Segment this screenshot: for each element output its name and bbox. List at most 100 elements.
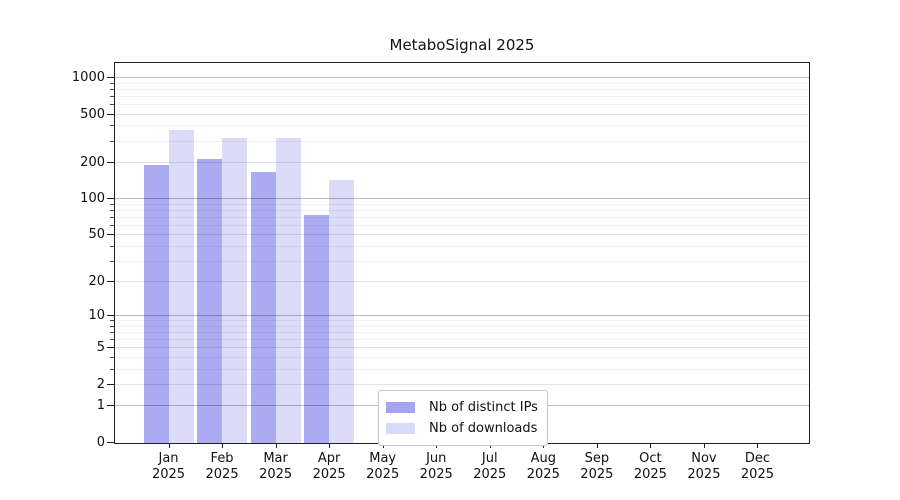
x-tick-mark <box>222 443 224 448</box>
legend-label: Nb of distinct IPs <box>429 400 538 415</box>
gridline-minor <box>115 82 809 84</box>
y-tick-label: 50 <box>88 227 105 243</box>
gridline-minor <box>115 332 809 334</box>
gridline <box>115 198 809 200</box>
gridline-minor <box>115 325 809 327</box>
x-tick-mark <box>275 443 277 448</box>
y-tick-label: 10 <box>88 308 105 324</box>
y-minor-tick-mark <box>110 203 114 205</box>
gridline <box>115 77 809 78</box>
y-tick-mark <box>107 161 114 163</box>
x-tick-label: Mar 2025 <box>259 451 293 482</box>
y-tick-label: 2 <box>96 376 105 392</box>
y-tick-label: 500 <box>80 106 105 122</box>
bar-downloads <box>168 130 194 443</box>
gridline-minor <box>115 103 809 105</box>
y-tick-label: 0 <box>96 435 105 450</box>
y-minor-tick-mark <box>110 103 114 105</box>
chart-title: MetaboSignal 2025 <box>389 36 535 54</box>
x-tick-label: Jul 2025 <box>473 451 507 482</box>
plot-area: 0 1 2 5 10 20 50 100 200 500 1000 Jan 2025 Feb 2025 Mar… <box>72 62 810 482</box>
gridline-minor <box>115 356 809 358</box>
gridline-minor <box>115 140 809 142</box>
y-minor-tick-mark <box>110 245 114 247</box>
x-tick-mark <box>168 443 170 448</box>
legend-label: Nb of downloads <box>429 421 538 436</box>
legend-row: Nb of distinct IPs <box>386 397 538 418</box>
gridline <box>115 234 809 236</box>
y-minor-tick-mark <box>110 356 114 358</box>
x-tick-label: Jun 2025 <box>419 451 453 482</box>
legend-swatch <box>386 423 415 434</box>
bar-ips <box>250 172 276 443</box>
x-tick-label: Jan 2025 <box>151 451 186 482</box>
y-minor-tick-mark <box>110 224 114 226</box>
x-tick-label: Nov 2025 <box>687 451 721 482</box>
gridline <box>115 281 809 283</box>
y-minor-tick-mark <box>110 216 114 218</box>
gridline-minor <box>115 203 809 205</box>
x-tick-mark <box>596 443 598 448</box>
bar-ips <box>143 165 169 443</box>
y-tick-label: 20 <box>88 274 105 290</box>
gridline-minor <box>115 320 809 322</box>
gridline-minor <box>115 125 809 127</box>
y-minor-tick-mark <box>110 95 114 97</box>
y-tick-label: 1000 <box>71 70 105 85</box>
y-tick-mark <box>107 234 114 236</box>
legend: Nb of distinct IPs Nb of downloads <box>378 390 548 446</box>
x-tick-label: Sep 2025 <box>580 451 614 482</box>
gridline-minor <box>115 368 809 370</box>
gridline-minor <box>115 339 809 341</box>
y-tick-mark <box>107 77 114 78</box>
y-tick-mark <box>107 113 114 115</box>
x-tick-label: Feb 2025 <box>205 451 239 482</box>
x-tick-mark <box>757 443 759 448</box>
y-tick-mark <box>107 442 114 443</box>
y-tick-mark <box>107 383 114 385</box>
gridline <box>115 383 809 385</box>
gridline-minor <box>115 260 809 262</box>
y-minor-tick-mark <box>110 260 114 262</box>
y-minor-tick-mark <box>110 325 114 327</box>
y-minor-tick-mark <box>110 332 114 334</box>
y-minor-tick-mark <box>110 368 114 370</box>
y-tick-label: 100 <box>80 191 105 207</box>
bar-downloads <box>222 138 248 443</box>
gridline-minor <box>115 224 809 226</box>
gridline <box>115 347 809 349</box>
x-tick-label: Aug 2025 <box>526 451 560 482</box>
y-tick-mark <box>107 198 114 200</box>
gridline <box>115 161 809 163</box>
y-tick-label: 5 <box>96 340 105 356</box>
y-minor-tick-mark <box>110 209 114 211</box>
x-tick-mark <box>329 443 331 448</box>
gridline-minor <box>115 245 809 247</box>
x-tick-label: Dec 2025 <box>740 451 774 482</box>
gridline-minor <box>115 216 809 218</box>
bar-downloads <box>329 180 355 443</box>
gridline-minor <box>115 95 809 97</box>
bar-ips <box>197 159 223 443</box>
x-tick-label: Oct 2025 <box>633 451 667 482</box>
legend-row: Nb of downloads <box>386 418 538 439</box>
y-tick-mark <box>107 281 114 283</box>
x-tick-label: May 2025 <box>366 451 400 482</box>
x-tick-mark <box>703 443 705 448</box>
x-tick-mark <box>650 443 652 448</box>
y-tick-mark <box>107 347 114 349</box>
y-minor-tick-mark <box>110 82 114 84</box>
gridline-minor <box>115 88 809 90</box>
gridline-minor <box>115 209 809 211</box>
y-tick-mark <box>107 315 114 317</box>
y-tick-mark <box>107 405 114 407</box>
y-tick-label: 200 <box>80 154 105 170</box>
y-minor-tick-mark <box>110 140 114 142</box>
gridline <box>115 113 809 115</box>
y-tick-label: 1 <box>96 398 105 414</box>
legend-swatch <box>386 402 415 413</box>
y-minor-tick-mark <box>110 88 114 90</box>
gridline <box>115 315 809 317</box>
x-tick-label: Apr 2025 <box>312 451 346 482</box>
